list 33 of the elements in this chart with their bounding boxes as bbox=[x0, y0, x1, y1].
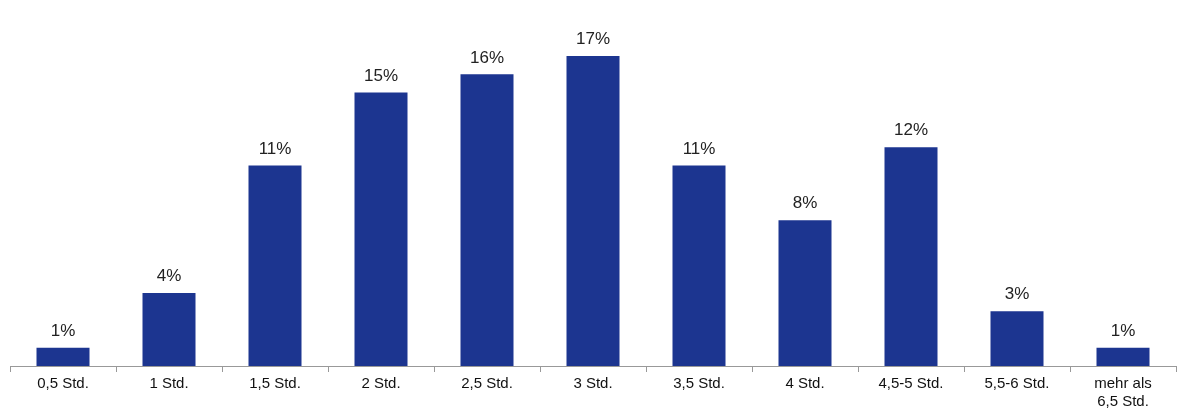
x-tick-label: mehr als 6,5 Std. bbox=[1094, 374, 1152, 410]
bar bbox=[672, 165, 726, 366]
x-tick-label: 1,5 Std. bbox=[249, 374, 301, 392]
data-label: 3% bbox=[1004, 284, 1030, 304]
data-label: 8% bbox=[792, 193, 818, 213]
data-label: 12% bbox=[893, 120, 929, 140]
x-tick-label: 2 Std. bbox=[361, 374, 401, 392]
bar bbox=[566, 56, 620, 366]
data-label: 1% bbox=[50, 320, 76, 340]
x-tick-label: 4 Std. bbox=[785, 374, 825, 392]
x-tick-label: 4,5-5 Std. bbox=[878, 374, 944, 392]
x-tick-label: 1 Std. bbox=[149, 374, 189, 392]
data-label: 16% bbox=[469, 47, 505, 67]
bar bbox=[460, 74, 514, 366]
bar bbox=[778, 220, 832, 366]
x-tick-label: 0,5 Std. bbox=[37, 374, 89, 392]
x-tick-label: 5,5-6 Std. bbox=[984, 374, 1050, 392]
data-label: 11% bbox=[258, 138, 292, 158]
data-label: 17% bbox=[575, 29, 611, 49]
x-tick-label: 3 Std. bbox=[573, 374, 613, 392]
data-label: 15% bbox=[363, 65, 399, 85]
data-label: 4% bbox=[156, 266, 182, 286]
bar bbox=[354, 92, 408, 366]
bar bbox=[990, 311, 1044, 366]
data-label: 11% bbox=[682, 138, 716, 158]
bar bbox=[142, 293, 196, 366]
bar bbox=[884, 147, 938, 366]
x-tick-label: 3,5 Std. bbox=[673, 374, 725, 392]
x-tick-label: 2,5 Std. bbox=[461, 374, 513, 392]
bar bbox=[1096, 347, 1150, 366]
data-label: 1% bbox=[1110, 320, 1136, 340]
bar bbox=[36, 347, 90, 366]
bar bbox=[248, 165, 302, 366]
